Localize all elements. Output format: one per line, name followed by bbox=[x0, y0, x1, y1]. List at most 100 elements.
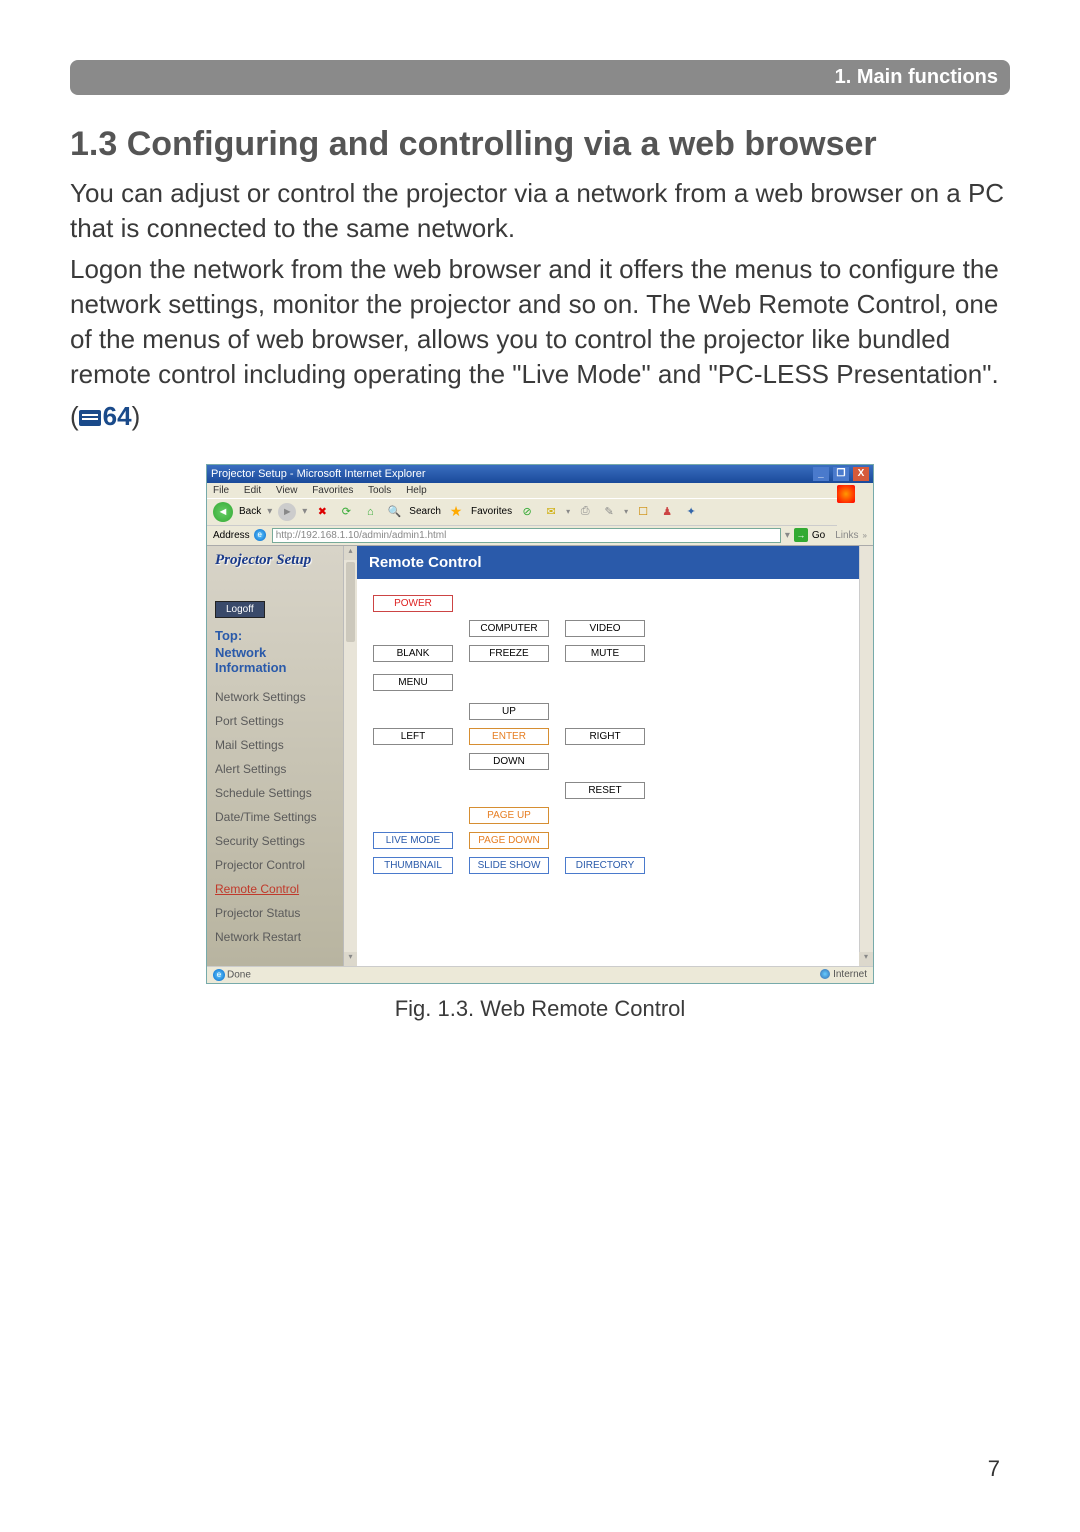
sidebar-network-link[interactable]: Network bbox=[215, 645, 349, 660]
page-up-button[interactable]: PAGE UP bbox=[469, 807, 549, 824]
freeze-button[interactable]: FREEZE bbox=[469, 645, 549, 662]
book-icon bbox=[79, 410, 101, 426]
sidebar: Projector Setup Logoff Top: Network Info… bbox=[207, 546, 357, 966]
sidebar-scrollbar[interactable]: ▴ ▾ bbox=[343, 546, 357, 966]
address-bar: Address e ▾ → Go Links » bbox=[207, 526, 873, 546]
messenger-icon[interactable]: ♟ bbox=[658, 503, 676, 521]
menubar: File Edit View Favorites Tools Help bbox=[207, 483, 873, 498]
remote-control-area: POWER COMPUTER VIDEO BLANK FREEZE MUTE M… bbox=[357, 579, 859, 898]
sidebar-title: Projector Setup bbox=[215, 552, 349, 569]
sidebar-item[interactable]: Network Settings bbox=[215, 685, 349, 709]
figure-caption: Fig. 1.3. Web Remote Control bbox=[70, 996, 1010, 1022]
favorites-icon[interactable]: ★ bbox=[447, 503, 465, 521]
window-title: Projector Setup - Microsoft Internet Exp… bbox=[211, 468, 426, 480]
sidebar-item-active[interactable]: Remote Control bbox=[215, 877, 349, 901]
browser-window: Projector Setup - Microsoft Internet Exp… bbox=[206, 464, 874, 984]
titlebar: Projector Setup - Microsoft Internet Exp… bbox=[207, 465, 873, 483]
menu-edit[interactable]: Edit bbox=[244, 485, 261, 496]
scroll-down-icon[interactable]: ▾ bbox=[344, 952, 357, 966]
menu-view[interactable]: View bbox=[276, 485, 298, 496]
logoff-button[interactable]: Logoff bbox=[215, 601, 265, 618]
sidebar-list: Network Settings Port Settings Mail Sett… bbox=[215, 685, 349, 949]
ref-number: 64 bbox=[103, 401, 132, 431]
close-icon[interactable]: X bbox=[853, 467, 869, 481]
sidebar-item[interactable]: Date/Time Settings bbox=[215, 805, 349, 829]
minimize-icon[interactable]: _ bbox=[813, 467, 829, 481]
print-icon[interactable]: ⎙ bbox=[576, 503, 594, 521]
ie-page-icon: e bbox=[254, 529, 266, 541]
video-button[interactable]: VIDEO bbox=[565, 620, 645, 637]
up-button[interactable]: UP bbox=[469, 703, 549, 720]
go-label[interactable]: Go bbox=[812, 530, 825, 541]
address-label: Address bbox=[213, 530, 250, 541]
window-controls: _ ❐ X bbox=[812, 467, 869, 481]
reset-button[interactable]: RESET bbox=[565, 782, 645, 799]
power-button[interactable]: POWER bbox=[373, 595, 453, 612]
slide-show-button[interactable]: SLIDE SHOW bbox=[469, 857, 549, 874]
ie-logo-icon bbox=[837, 485, 855, 503]
toolbar: ◄ Back ▾ ► ▾ ✖ ⟳ ⌂ 🔍 Search ★ Favorites … bbox=[207, 498, 837, 526]
menu-button[interactable]: MENU bbox=[373, 674, 453, 691]
computer-button[interactable]: COMPUTER bbox=[469, 620, 549, 637]
paren-close: ) bbox=[132, 401, 141, 431]
menu-file[interactable]: File bbox=[213, 485, 229, 496]
thumbnail-button[interactable]: THUMBNAIL bbox=[373, 857, 453, 874]
directory-button[interactable]: DIRECTORY bbox=[565, 857, 645, 874]
menu-favorites[interactable]: Favorites bbox=[312, 485, 353, 496]
address-input[interactable] bbox=[272, 528, 781, 543]
sidebar-item[interactable]: Security Settings bbox=[215, 829, 349, 853]
discuss-icon[interactable]: ☐ bbox=[634, 503, 652, 521]
main-panel: Remote Control POWER COMPUTER VIDEO BLAN… bbox=[357, 546, 859, 966]
research-icon[interactable]: ✦ bbox=[682, 503, 700, 521]
sidebar-item[interactable]: Mail Settings bbox=[215, 733, 349, 757]
back-icon[interactable]: ◄ bbox=[213, 502, 233, 522]
paren-open: ( bbox=[70, 401, 79, 431]
favorites-label[interactable]: Favorites bbox=[471, 506, 512, 517]
status-bar: eDone Internet bbox=[207, 966, 873, 983]
sidebar-item[interactable]: Schedule Settings bbox=[215, 781, 349, 805]
page-number: 7 bbox=[988, 1456, 1000, 1482]
sidebar-item[interactable]: Projector Control bbox=[215, 853, 349, 877]
main-scrollbar[interactable]: ▾ bbox=[859, 546, 873, 966]
status-done: Done bbox=[227, 969, 251, 980]
para-2: Logon the network from the web browser a… bbox=[70, 252, 1010, 392]
enter-button[interactable]: ENTER bbox=[469, 728, 549, 745]
panel-heading: Remote Control bbox=[357, 546, 859, 579]
sidebar-item[interactable]: Projector Status bbox=[215, 901, 349, 925]
forward-icon[interactable]: ► bbox=[278, 503, 296, 521]
sidebar-item[interactable]: Network Restart bbox=[215, 925, 349, 949]
header-bar: 1. Main functions bbox=[70, 60, 1010, 95]
mute-button[interactable]: MUTE bbox=[565, 645, 645, 662]
internet-icon bbox=[820, 969, 830, 979]
links-label[interactable]: Links bbox=[835, 530, 858, 541]
sidebar-information-link[interactable]: Information bbox=[215, 660, 349, 675]
sidebar-item[interactable]: Port Settings bbox=[215, 709, 349, 733]
home-icon[interactable]: ⌂ bbox=[361, 503, 379, 521]
blank-button[interactable]: BLANK bbox=[373, 645, 453, 662]
page-down-button[interactable]: PAGE DOWN bbox=[469, 832, 549, 849]
edit-icon[interactable]: ✎ bbox=[600, 503, 618, 521]
scroll-up-icon[interactable]: ▴ bbox=[344, 546, 357, 560]
reference-line: (64) bbox=[70, 399, 1010, 434]
status-page-icon: e bbox=[213, 969, 225, 981]
main-scroll-down-icon[interactable]: ▾ bbox=[859, 952, 873, 966]
search-label[interactable]: Search bbox=[409, 506, 441, 517]
history-icon[interactable]: ⊘ bbox=[518, 503, 536, 521]
go-icon[interactable]: → bbox=[794, 528, 808, 542]
mail-icon[interactable]: ✉ bbox=[542, 503, 560, 521]
refresh-icon[interactable]: ⟳ bbox=[337, 503, 355, 521]
down-button[interactable]: DOWN bbox=[469, 753, 549, 770]
sidebar-top-label: Top: bbox=[215, 628, 349, 645]
left-button[interactable]: LEFT bbox=[373, 728, 453, 745]
search-icon[interactable]: 🔍 bbox=[385, 503, 403, 521]
back-label[interactable]: Back bbox=[239, 506, 261, 517]
right-button[interactable]: RIGHT bbox=[565, 728, 645, 745]
live-mode-button[interactable]: LIVE MODE bbox=[373, 832, 453, 849]
menu-tools[interactable]: Tools bbox=[368, 485, 391, 496]
para-1: You can adjust or control the projector … bbox=[70, 176, 1010, 246]
menu-help[interactable]: Help bbox=[406, 485, 427, 496]
scroll-thumb[interactable] bbox=[346, 562, 355, 642]
maximize-icon[interactable]: ❐ bbox=[833, 467, 849, 481]
stop-icon[interactable]: ✖ bbox=[313, 503, 331, 521]
sidebar-item[interactable]: Alert Settings bbox=[215, 757, 349, 781]
